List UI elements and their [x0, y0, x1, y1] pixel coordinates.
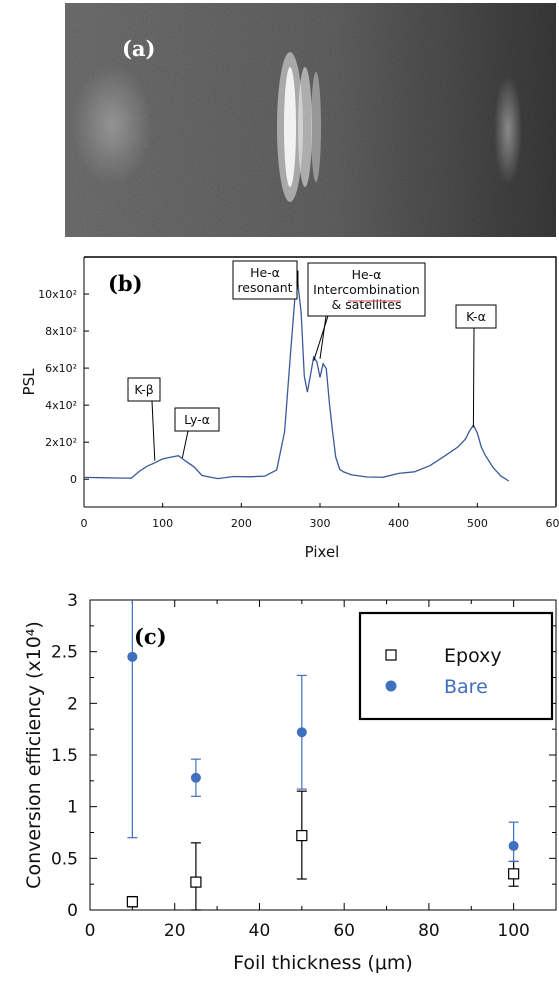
marker-square [126, 896, 138, 908]
panel-b-y-tick-label: 8x10² [45, 325, 77, 338]
annotation-text: K-α [466, 309, 486, 324]
panel-c-x-axis-label: Foil thickness (μm) [233, 952, 413, 974]
annotation-leader [319, 315, 327, 359]
panel-c-data [126, 600, 520, 911]
legend-bare-marker [385, 680, 397, 692]
bare-point [190, 758, 201, 797]
annotation-callout: K-α [455, 304, 497, 428]
legend-epoxy-marker [385, 649, 397, 661]
panel-b-y-tick-label: 4x10² [45, 399, 77, 412]
k-alpha-blob [494, 75, 522, 185]
legend-box [358, 611, 554, 721]
panel-b-x-tick-label: 100 [152, 517, 173, 530]
marker-square [508, 868, 520, 880]
panel-c-legend: Epoxy Bare [358, 611, 554, 721]
panel-b-x-tick-label: 0 [81, 517, 88, 530]
panel-c-label: (c) [134, 624, 167, 649]
annotation-box [455, 304, 497, 329]
annotation-callout: Ly-α [174, 407, 220, 459]
annotation-text: Intercombination [313, 282, 420, 297]
annotation-text: resonant [237, 280, 292, 295]
panel-b-annotations: K-βLy-αHe-αresonantHe-αIntercombination&… [127, 260, 497, 461]
annotation-text: He-α [352, 267, 382, 282]
k-beta-blob [72, 65, 152, 185]
panel-c-x-tick-label: 0 [85, 921, 96, 941]
legend-epoxy-label: Epoxy [444, 645, 502, 667]
panel-c-chart: 0 0.5 1 1.5 2 2.5 3 0 20 40 60 80 100 (c) Epoxy Bar… [23, 591, 557, 974]
annotation-leader [151, 400, 156, 461]
he-alpha-lines [277, 52, 321, 202]
panel-a-image: (a) [65, 3, 556, 237]
panel-b-frame [84, 256, 557, 506]
bare-point [508, 821, 519, 863]
panel-b-x-tick-label: 600 [546, 517, 559, 530]
marker-circle [190, 772, 201, 783]
panel-b-y-tick-label: 10x10² [38, 288, 77, 301]
marker-circle [127, 651, 138, 662]
epoxy-point [296, 790, 308, 880]
panel-b-x-tick-label: 200 [231, 517, 252, 530]
panel-c-x-tick-label: 100 [497, 921, 529, 941]
annotation-box [307, 262, 426, 317]
epoxy-point [190, 842, 202, 911]
panel-b-chart: 0 2x10² 4x10² 6x10² 8x10² 10x10² 0 100 200 300 40… [20, 256, 559, 561]
panel-c-x-tick-label: 20 [164, 921, 186, 941]
panel-c-x-tick-label: 40 [249, 921, 271, 941]
panel-b-x-tick-label: 400 [388, 517, 409, 530]
panel-c-y-ticks: 0 0.5 1 1.5 2 2.5 3 [51, 591, 556, 921]
legend-bare-label: Bare [444, 676, 488, 698]
panel-c-y-tick-label: 2 [67, 694, 78, 714]
panel-c-x-tick-label: 80 [418, 921, 440, 941]
panel-b-x-axis-label: Pixel [305, 543, 340, 561]
annotation-text: Ly-α [184, 412, 210, 427]
panel-c-y-tick-label: 1 [67, 798, 78, 818]
panel-b-y-tick-label: 0 [70, 473, 77, 486]
epoxy-point [126, 895, 138, 908]
panel-c-y-tick-label: 2.5 [51, 643, 78, 663]
epoxy-point [508, 860, 520, 887]
marker-circle [296, 727, 307, 738]
panel-c-x-ticks: 0 20 40 60 80 100 [85, 600, 557, 941]
panel-b-y-tick-label: 6x10² [45, 362, 77, 375]
panel-b-y-axis-label: PSL [20, 368, 38, 396]
panel-b-x-tick-label: 300 [310, 517, 331, 530]
annotation-box [232, 260, 298, 300]
panel-c-y-axis-label: Conversion efficiency (x10⁴) [23, 621, 45, 889]
panel-c-y-tick-label: 3 [67, 591, 78, 611]
annotation-text: He-α [250, 265, 280, 280]
panel-a-label: (a) [122, 36, 155, 61]
panel-b-label: (b) [108, 271, 143, 296]
panel-c-x-tick-label: 60 [333, 921, 355, 941]
panel-c-y-tick-label: 1.5 [51, 746, 78, 766]
bare-point [127, 600, 138, 839]
panel-b-y-ticks: 0 2x10² 4x10² 6x10² 8x10² 10x10² [38, 288, 89, 486]
annotation-leader [313, 315, 329, 361]
panel-b-x-ticks: 0 100 200 300 400 500 600 [81, 503, 559, 530]
annotation-text: & satellites [331, 297, 401, 312]
bare-point [296, 674, 307, 790]
panel-b-y-tick-label: 2x10² [45, 436, 77, 449]
panel-b-x-tick-label: 500 [467, 517, 488, 530]
annotation-leader [472, 327, 475, 428]
annotation-box [174, 407, 220, 432]
annotation-text: K-β [134, 382, 153, 397]
marker-square [190, 876, 202, 888]
annotation-leader [181, 430, 189, 459]
panel-c-y-tick-label: 0 [67, 901, 78, 921]
annotation-box [127, 377, 161, 402]
annotation-callout: K-β [127, 377, 161, 461]
marker-circle [508, 840, 519, 851]
spectrum-line [83, 284, 510, 482]
marker-square [296, 829, 308, 842]
panel-c-y-tick-label: 0.5 [51, 849, 78, 869]
